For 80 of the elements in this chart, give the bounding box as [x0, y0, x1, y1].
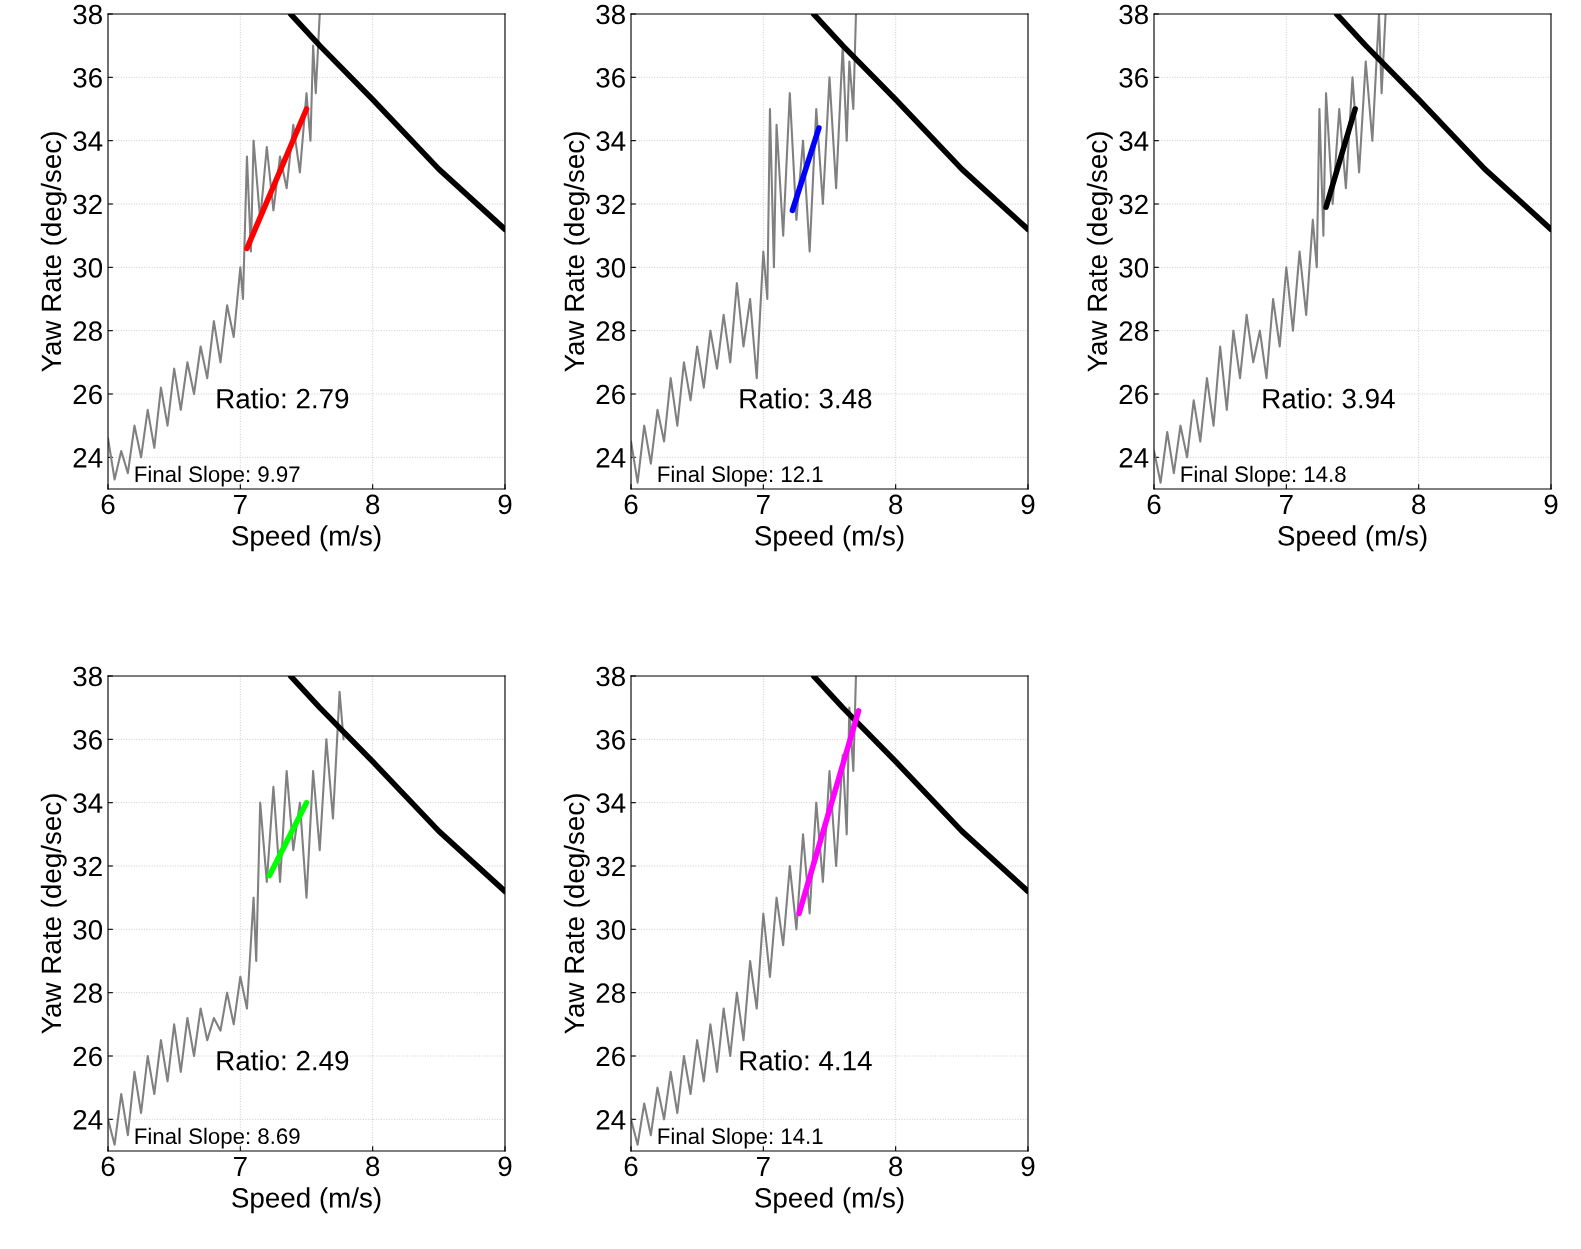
x-tick-label: 9: [1021, 1156, 1035, 1177]
x-tick-label: 7: [234, 1156, 247, 1176]
y-tick-label: 30: [596, 258, 626, 278]
y-tick-label: 24: [73, 1110, 103, 1130]
y-tick-label: 30: [73, 258, 103, 278]
x-tick-label: 9: [498, 1156, 512, 1177]
y-axis-title: Yaw Rate (deg/sec): [563, 132, 590, 372]
y-axis-title: Yaw Rate (deg/sec): [1086, 132, 1113, 372]
x-tick-label: 6: [624, 494, 638, 515]
x-tick-label: 6: [1147, 494, 1161, 515]
x-axis-title: Speed (m/s): [755, 1187, 904, 1214]
y-tick-label: 38: [1119, 4, 1148, 25]
y-tick-label: 36: [596, 730, 625, 750]
y-tick-label: 34: [596, 793, 626, 814]
y-axis-title: Yaw Rate (deg/sec): [40, 132, 67, 372]
y-tick-label: 38: [73, 4, 102, 25]
y-tick-label: 24: [1119, 448, 1149, 468]
x-tick-label: 6: [624, 1156, 638, 1177]
y-tick-label: 26: [596, 384, 625, 405]
y-tick-label: 24: [596, 1110, 626, 1130]
x-tick-label: 8: [366, 494, 380, 515]
x-axis-title: Speed (m/s): [755, 525, 904, 552]
x-tick-label: 7: [757, 1156, 770, 1176]
annotation: Final Slope: 9.97: [135, 465, 300, 487]
x-axis-title: Speed (m/s): [232, 1187, 381, 1214]
x-tick-label: 6: [101, 494, 115, 515]
annotation: Ratio: 3.94: [1263, 388, 1395, 409]
y-tick-label: 26: [73, 384, 102, 405]
y-tick-label: 34: [596, 131, 626, 152]
y-axis-title: Yaw Rate (deg/sec): [563, 794, 590, 1034]
annotation: Ratio: 2.79: [217, 388, 349, 409]
x-axis-title: Speed (m/s): [232, 525, 381, 552]
y-tick-label: 34: [1119, 131, 1149, 152]
annotation: Ratio: 2.49: [217, 1050, 349, 1071]
y-tick-label: 28: [73, 983, 102, 1004]
annotation: Final Slope: 8.69: [135, 1127, 300, 1149]
y-tick-label: 38: [73, 666, 102, 687]
x-tick-label: 8: [1412, 494, 1426, 515]
y-tick-label: 28: [596, 321, 625, 342]
y-axis-title: Yaw Rate (deg/sec): [40, 794, 67, 1034]
x-tick-label: 8: [889, 1156, 903, 1177]
y-tick-label: 26: [73, 1046, 102, 1067]
y-tick-label: 24: [73, 448, 103, 468]
y-tick-label: 32: [596, 194, 625, 215]
y-tick-label: 32: [1119, 194, 1148, 215]
y-tick-label: 32: [73, 194, 102, 215]
y-tick-label: 34: [73, 793, 103, 814]
x-axis-title: Speed (m/s): [1278, 525, 1427, 552]
y-tick-label: 30: [1119, 258, 1149, 278]
y-tick-label: 26: [596, 1046, 625, 1067]
x-tick-label: 7: [757, 494, 770, 514]
x-tick-label: 9: [1544, 494, 1558, 515]
x-tick-label: 7: [234, 494, 247, 514]
y-tick-label: 28: [596, 983, 625, 1004]
annotation: Final Slope: 14.1: [658, 1127, 823, 1149]
annotation: Final Slope: 12.1: [658, 465, 823, 487]
y-tick-label: 30: [596, 920, 626, 940]
x-tick-label: 8: [366, 1156, 380, 1177]
x-tick-label: 7: [1280, 494, 1293, 514]
x-tick-label: 9: [1021, 494, 1035, 515]
x-tick-label: 9: [498, 494, 512, 515]
y-tick-label: 36: [596, 68, 625, 88]
annotation: Ratio: 4.14: [740, 1050, 872, 1071]
y-tick-label: 30: [73, 920, 103, 940]
y-tick-label: 38: [596, 666, 625, 687]
annotation: Ratio: 3.48: [740, 388, 872, 409]
y-tick-label: 28: [1119, 321, 1148, 342]
annotation: Final Slope: 14.8: [1181, 465, 1346, 487]
y-tick-label: 36: [73, 730, 102, 750]
y-tick-label: 32: [73, 856, 102, 877]
y-tick-label: 36: [73, 68, 102, 88]
y-tick-label: 36: [1119, 68, 1148, 88]
y-tick-label: 24: [596, 448, 626, 468]
y-tick-label: 28: [73, 321, 102, 342]
x-tick-label: 6: [101, 1156, 115, 1177]
y-tick-label: 26: [1119, 384, 1148, 405]
y-tick-label: 32: [596, 856, 625, 877]
x-tick-label: 8: [889, 494, 903, 515]
y-tick-label: 34: [73, 131, 103, 152]
y-tick-label: 38: [596, 4, 625, 25]
